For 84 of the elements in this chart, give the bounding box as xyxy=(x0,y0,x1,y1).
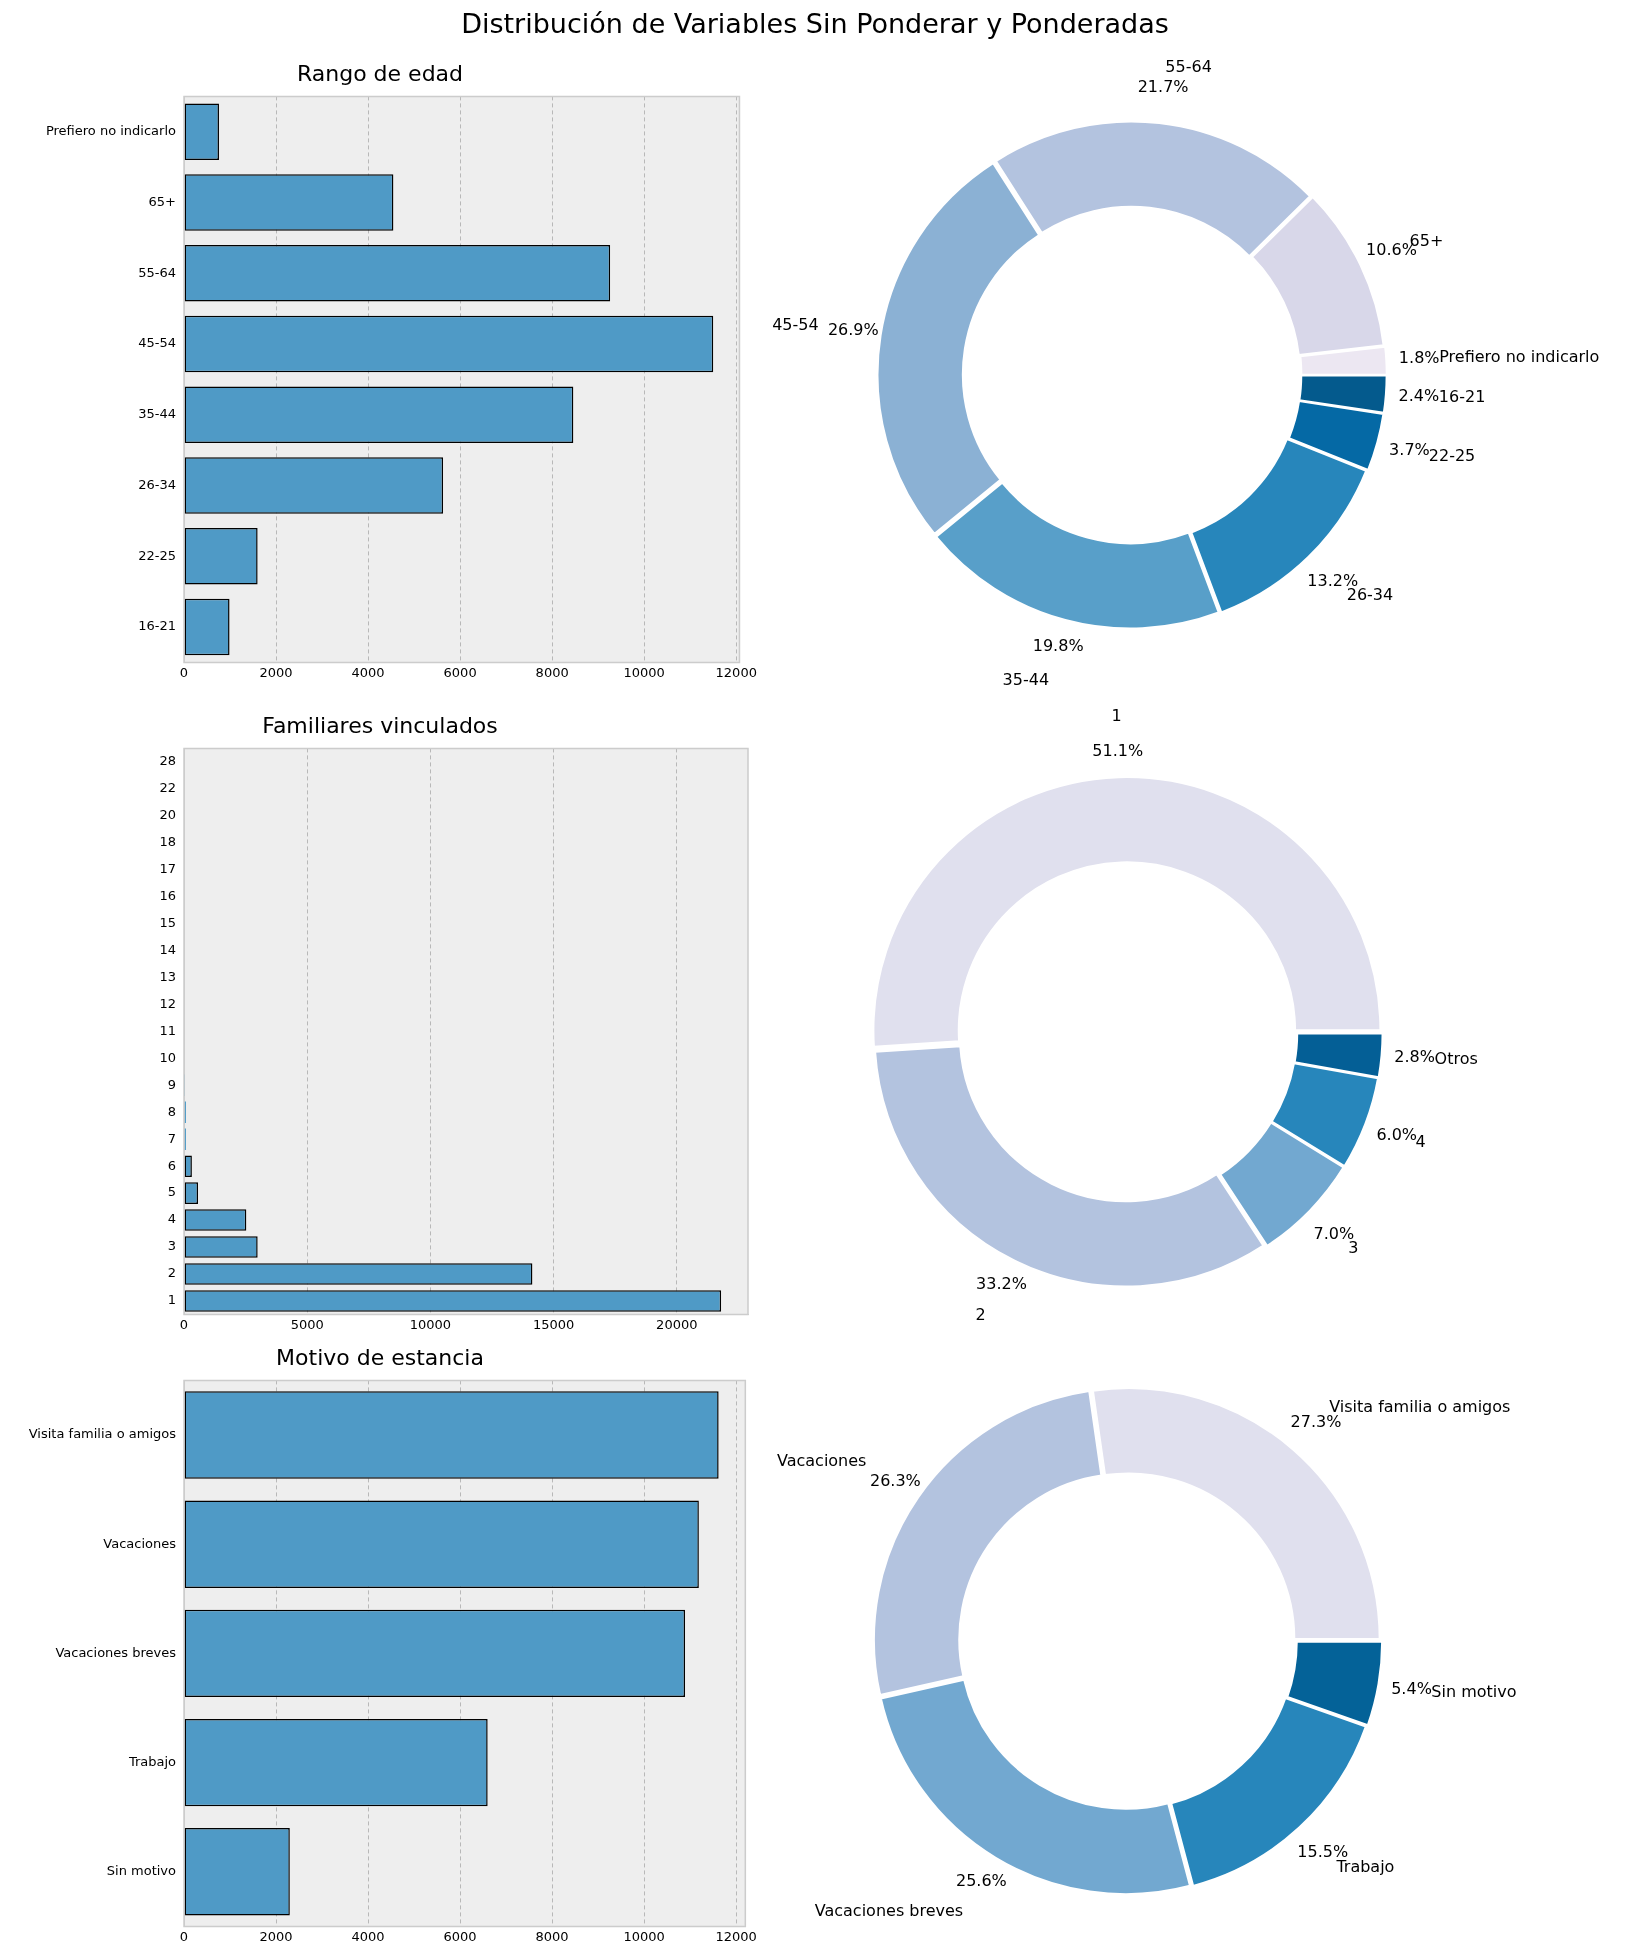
slice-label: Prefiero no indicarlo xyxy=(1439,346,1600,366)
y-tick-label: Sin motivo xyxy=(106,1863,177,1879)
slice-label: 4 xyxy=(1415,1132,1426,1152)
y-tick-label: 1 xyxy=(167,1292,176,1308)
x-tick-label: 12000 xyxy=(715,664,757,680)
x-tick-label: 12000 xyxy=(715,1928,757,1944)
data-label: 3.7% xyxy=(1389,440,1430,460)
slice-label: Otros xyxy=(1434,1049,1478,1069)
y-tick-label: 14 xyxy=(159,941,176,957)
y-tick-label: 16 xyxy=(159,888,176,904)
y-tick-label: Vacaciones breves xyxy=(55,1644,177,1660)
slice-label: 45-54 xyxy=(772,314,819,334)
slice-label: Vacaciones xyxy=(776,1450,867,1470)
x-tick-label: 2000 xyxy=(259,1928,293,1944)
data-label: 2.8% xyxy=(1394,1047,1435,1067)
x-tick-label: 6000 xyxy=(443,1928,477,1944)
x-tick-label: 6000 xyxy=(443,664,477,680)
y-tick-label: 65+ xyxy=(148,193,176,209)
data-label: 51.1% xyxy=(1092,741,1144,761)
data-label: 21.7% xyxy=(1137,77,1189,97)
x-tick-label: 4000 xyxy=(351,1928,385,1944)
y-tick-label: 2 xyxy=(167,1265,176,1281)
slice-label: Vacaciones breves xyxy=(814,1900,964,1920)
y-tick-label: 10 xyxy=(159,1049,176,1065)
y-tick-label: 12 xyxy=(159,995,176,1011)
slice-label: 55-64 xyxy=(1165,57,1212,77)
slice-label: 16-21 xyxy=(1438,387,1486,407)
slice-label: 22-25 xyxy=(1428,445,1476,465)
x-tick-label: 2000 xyxy=(259,664,293,680)
data-label: 2.4% xyxy=(1398,385,1440,405)
slice-label: 26-34 xyxy=(1346,585,1394,605)
data-label: 25.6% xyxy=(955,1870,1007,1890)
data-label: 19.8% xyxy=(1032,635,1084,655)
slice-label: 2 xyxy=(975,1305,986,1325)
x-tick-label: 20000 xyxy=(656,1316,698,1332)
data-label: 5.4% xyxy=(1391,1678,1432,1698)
y-tick-label: 4 xyxy=(167,1211,176,1227)
x-tick-label: 10000 xyxy=(409,1316,452,1332)
data-label: 26.3% xyxy=(869,1470,921,1490)
y-tick-label: 22 xyxy=(159,780,176,796)
x-tick-label: 10000 xyxy=(623,1928,665,1944)
chart-title: Familiares vinculados xyxy=(262,712,498,738)
text: Distribución de Variables Sin Ponderar y Ponderadas xyxy=(460,8,1170,39)
slice-label: 1 xyxy=(1111,706,1122,726)
y-tick-label: 11 xyxy=(159,1022,176,1038)
y-tick-label: 26-34 xyxy=(138,476,176,492)
data-label: 33.2% xyxy=(976,1273,1027,1293)
y-tick-label: Vacaciones xyxy=(103,1535,177,1551)
data-label: 1.8% xyxy=(1398,347,1440,367)
slice-label: 35-44 xyxy=(1002,669,1050,689)
data-label: 26.9% xyxy=(827,320,879,340)
y-tick-label: 13 xyxy=(159,968,176,984)
y-tick-label: 35-44 xyxy=(138,406,176,422)
y-tick-label: 7 xyxy=(167,1130,176,1146)
y-tick-label: 9 xyxy=(167,1076,176,1092)
y-tick-label: 6 xyxy=(167,1157,176,1173)
x-tick-label: 0 xyxy=(179,1928,189,1944)
y-tick-label: 55-64 xyxy=(138,264,176,280)
y-tick-label: Trabajo xyxy=(127,1753,177,1769)
slice-label: Sin motivo xyxy=(1431,1682,1517,1702)
x-tick-label: 0 xyxy=(179,664,189,680)
y-tick-label: Prefiero no indicarlo xyxy=(45,123,177,139)
x-tick-label: 15000 xyxy=(532,1316,575,1332)
x-tick-label: 8000 xyxy=(535,1928,569,1944)
y-tick-label: 8 xyxy=(167,1103,176,1119)
x-tick-label: 8000 xyxy=(535,664,569,680)
y-tick-label: 45-54 xyxy=(138,335,176,351)
y-tick-label: 20 xyxy=(159,807,176,823)
y-tick-label: 16-21 xyxy=(138,618,176,634)
y-tick-label: 3 xyxy=(167,1238,176,1254)
chart-title: Motivo de estancia xyxy=(276,1344,484,1370)
x-tick-label: 0 xyxy=(179,1316,189,1332)
y-tick-label: 18 xyxy=(159,834,176,850)
x-tick-label: 5000 xyxy=(290,1316,324,1332)
y-tick-label: 15 xyxy=(159,914,176,930)
x-tick-label: 10000 xyxy=(623,664,665,680)
y-tick-label: 22-25 xyxy=(138,547,176,563)
x-tick-label: 4000 xyxy=(351,664,385,680)
y-tick-label: 17 xyxy=(159,861,176,877)
chart-subtitle: Rango de edad xyxy=(296,60,464,86)
y-tick-label: 5 xyxy=(167,1184,176,1200)
slice-label: Trabajo xyxy=(1335,1857,1395,1877)
y-tick-label: 28 xyxy=(159,753,176,769)
y-tick-label: Visita familia o amigos xyxy=(28,1426,177,1442)
